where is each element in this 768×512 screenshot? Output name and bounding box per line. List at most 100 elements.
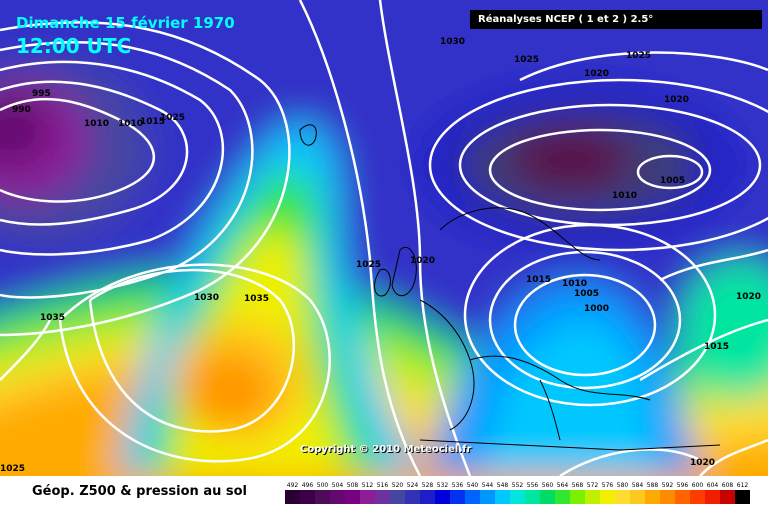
isobar-label: 1025 [514,55,539,65]
scale-value: 536 [452,482,464,489]
scale-value: 580 [617,482,629,489]
isobar-label: 1000 [584,304,609,314]
scale-value: 552 [512,482,524,489]
scale-swatch [315,490,330,504]
scale-swatch [720,490,735,504]
scale-value: 564 [557,482,569,489]
scale-value: 500 [317,482,329,489]
z500-map: 995 990 1010 1010 1015 1020 1025 1030 10… [0,0,768,476]
scale-value: 592 [662,482,674,489]
scale-value: 512 [362,482,374,489]
scale-value: 556 [527,482,539,489]
isobar-label: 1005 [660,176,685,186]
scale-swatch [360,490,375,504]
scale-value: 520 [392,482,404,489]
scale-value: 560 [542,482,554,489]
scale-value: 576 [602,482,614,489]
scale-value: 508 [347,482,359,489]
scale-value: 588 [647,482,659,489]
scale-swatch [645,490,660,504]
date-label: Dimanche 15 février 1970 [16,14,235,32]
scale-swatch [450,490,465,504]
scale-value: 504 [332,482,344,489]
isobar-label: 990 [12,105,31,115]
scale-swatch [285,490,300,504]
isobar-label: 1010 [118,119,143,129]
scale-swatch [600,490,615,504]
scale-swatch [390,490,405,504]
source-label: Réanalyses NCEP ( 1 et 2 ) 2.5° [470,10,762,29]
scale-swatch [735,490,750,504]
scale-swatch [675,490,690,504]
scale-swatch [510,490,525,504]
isobar-label: 1035 [40,313,65,323]
isobar-label: 1030 [440,37,465,47]
scale-value: 612 [737,482,749,489]
color-scale: 492 496 500 504 508 512 516 520 524 528 532 536 540 5… [285,482,750,504]
scale-swatch [660,490,675,504]
isobar-label: 1015 [526,275,551,285]
scale-value: 516 [377,482,389,489]
isobar-label: 1015 [140,117,165,127]
scale-value: 608 [722,482,734,489]
isobar-label: 1010 [562,279,587,289]
scale-value: 540 [467,482,479,489]
isobar-label: 1010 [84,119,109,129]
scale-value: 548 [497,482,509,489]
isobar-label: 1005 [574,289,599,299]
isobar-label: 1035 [244,294,269,304]
scale-value: 528 [422,482,434,489]
isobar-label: 1025 [0,464,25,474]
scale-value: 544 [482,482,494,489]
scale-swatch [570,490,585,504]
scale-swatch [465,490,480,504]
isobar-label: 1025 [626,51,651,61]
scale-value: 596 [677,482,689,489]
scale-value: 584 [632,482,644,489]
scale-swatch [420,490,435,504]
scale-swatch [435,490,450,504]
scale-swatch [690,490,705,504]
isobar-label: 1010 [612,191,637,201]
time-label: 12:00 UTC [16,34,132,58]
scale-swatch [705,490,720,504]
copyright-label: Copyright © 2010 Meteociel.fr [300,444,472,455]
scale-swatch [615,490,630,504]
scale-value: 604 [707,482,719,489]
isobar-label: 1020 [664,95,689,105]
scale-swatch [525,490,540,504]
isobars [0,0,768,476]
isobar-label: 1025 [160,113,185,123]
scale-swatch [555,490,570,504]
isobar-label: 1030 [194,293,219,303]
isobar-label: 1015 [704,342,729,352]
isobar-label: 1025 [356,260,381,270]
scale-value: 524 [407,482,419,489]
isobar-label: 1020 [690,458,715,468]
isobar-label: 1020 [584,69,609,79]
isobar-label: 995 [32,89,51,99]
scale-swatch [405,490,420,504]
scale-swatch [495,490,510,504]
scale-swatch [480,490,495,504]
scale-swatch [585,490,600,504]
isobar-label: 1020 [410,256,435,266]
scale-swatch [630,490,645,504]
legend-bar: Géop. Z500 & pression au sol 492 496 500 50… [0,476,768,512]
scale-swatch [345,490,360,504]
isobar-label: 1020 [736,292,761,302]
scale-swatch [330,490,345,504]
scale-swatch [540,490,555,504]
scale-swatch [375,490,390,504]
isobar-labels: 995 990 1010 1010 1015 1020 1025 1030 10… [0,37,761,474]
coastlines [299,124,721,451]
scale-value: 600 [692,482,704,489]
scale-swatch [300,490,315,504]
scale-value: 532 [437,482,449,489]
legend-title: Géop. Z500 & pression au sol [32,484,247,499]
scale-value: 568 [572,482,584,489]
scale-value: 492 [287,482,299,489]
scale-value: 496 [302,482,314,489]
scale-value: 572 [587,482,599,489]
